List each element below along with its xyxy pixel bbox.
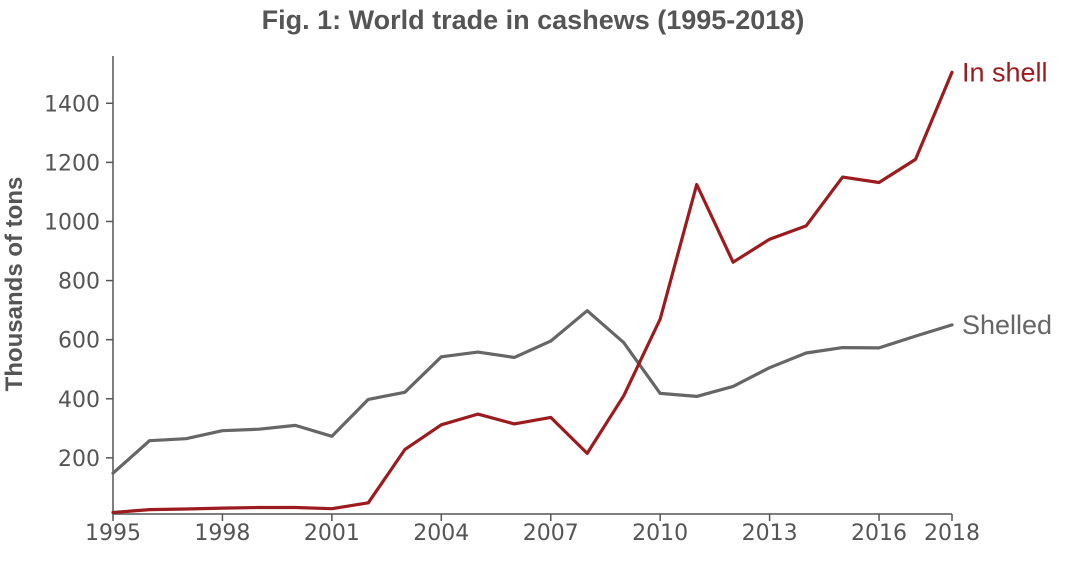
y-axis-ticks: 200 400 600 800 1000 1200 1400 <box>44 92 113 472</box>
series-line-shelled <box>111 309 954 475</box>
x-tick-label: 2001 <box>304 521 360 546</box>
y-tick-label: 800 <box>58 270 100 295</box>
x-tick-label: 2007 <box>523 521 579 546</box>
x-tick-label: 2016 <box>851 521 907 546</box>
x-tick-label: 2004 <box>413 521 469 546</box>
y-tick-label: 600 <box>58 329 100 354</box>
series-label-shelled: Shelled <box>962 310 1052 340</box>
series-line-in-shell <box>111 70 954 515</box>
y-tick-label: 400 <box>58 388 100 413</box>
series-lines <box>111 70 954 515</box>
y-axis-label: Thousands of tons <box>1 177 28 392</box>
x-tick-label: 1995 <box>85 521 141 546</box>
y-tick-label: 200 <box>58 447 100 472</box>
x-tick-label: 1998 <box>194 521 250 546</box>
y-tick-label: 1200 <box>44 151 100 176</box>
x-tick-label: 2018 <box>924 521 980 546</box>
x-tick-label: 2013 <box>742 521 798 546</box>
axes <box>112 56 952 515</box>
series-labels: In shell Shelled <box>962 57 1052 340</box>
x-axis-ticks: 1995 1998 2001 2004 2007 2010 2013 2016 2018 <box>85 514 980 546</box>
chart-title: Fig. 1: World trade in cashews (1995-201… <box>262 5 805 35</box>
y-tick-label: 1400 <box>44 92 100 117</box>
x-tick-label: 2010 <box>632 521 688 546</box>
series-label-in-shell: In shell <box>962 57 1048 87</box>
y-tick-label: 1000 <box>44 210 100 235</box>
